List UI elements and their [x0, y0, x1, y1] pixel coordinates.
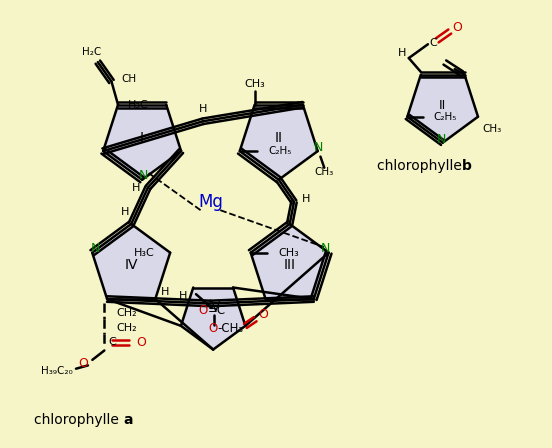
Text: chlorophylle: chlorophylle	[377, 159, 466, 173]
Text: H₃₉C₂₀: H₃₉C₂₀	[41, 366, 73, 376]
Text: H: H	[120, 207, 129, 217]
Polygon shape	[103, 105, 181, 180]
Text: N: N	[437, 134, 446, 146]
Text: C₂H₅: C₂H₅	[433, 112, 457, 122]
Text: H₃C: H₃C	[128, 100, 148, 110]
Text: O: O	[136, 336, 146, 349]
Text: CH₃: CH₃	[482, 124, 502, 134]
Text: O: O	[258, 308, 268, 321]
Text: N: N	[314, 141, 323, 154]
Text: H₃C: H₃C	[134, 248, 155, 258]
Text: C: C	[109, 337, 116, 347]
Text: H: H	[161, 288, 169, 297]
Text: C₂H₅: C₂H₅	[268, 146, 291, 156]
Polygon shape	[181, 288, 246, 349]
Text: Mg: Mg	[198, 193, 223, 211]
Text: O: O	[452, 21, 462, 34]
Text: H: H	[179, 291, 188, 301]
Polygon shape	[240, 105, 318, 180]
Text: -CH₃: -CH₃	[218, 322, 244, 335]
Text: O: O	[209, 322, 218, 335]
Polygon shape	[92, 224, 170, 299]
Text: CH₃: CH₃	[245, 79, 265, 89]
Text: IV: IV	[124, 258, 138, 272]
Text: chlorophylle: chlorophylle	[34, 414, 123, 427]
Text: O: O	[78, 357, 88, 370]
Text: II: II	[275, 131, 283, 145]
Text: CH₂: CH₂	[116, 323, 137, 333]
Text: a: a	[123, 414, 132, 427]
Text: CH: CH	[121, 74, 136, 84]
Text: C: C	[429, 38, 437, 47]
Text: O: O	[199, 304, 208, 317]
Text: I: I	[140, 131, 144, 145]
Text: =C: =C	[208, 304, 226, 317]
Polygon shape	[251, 224, 328, 299]
Text: H: H	[132, 182, 140, 193]
Text: III: III	[284, 258, 296, 272]
Text: H: H	[199, 104, 207, 114]
Text: N: N	[139, 169, 148, 182]
Text: b: b	[462, 159, 471, 173]
Text: CH₂: CH₂	[116, 308, 137, 319]
Text: H₂C: H₂C	[82, 47, 101, 57]
Text: CH₃: CH₃	[278, 248, 299, 258]
Text: N: N	[321, 242, 331, 255]
Text: H: H	[398, 47, 406, 57]
Text: N: N	[91, 242, 99, 255]
Polygon shape	[407, 75, 478, 143]
Text: H: H	[302, 194, 310, 204]
Text: CH₃: CH₃	[315, 167, 334, 177]
Text: V: V	[211, 300, 221, 314]
Text: II: II	[439, 99, 446, 112]
